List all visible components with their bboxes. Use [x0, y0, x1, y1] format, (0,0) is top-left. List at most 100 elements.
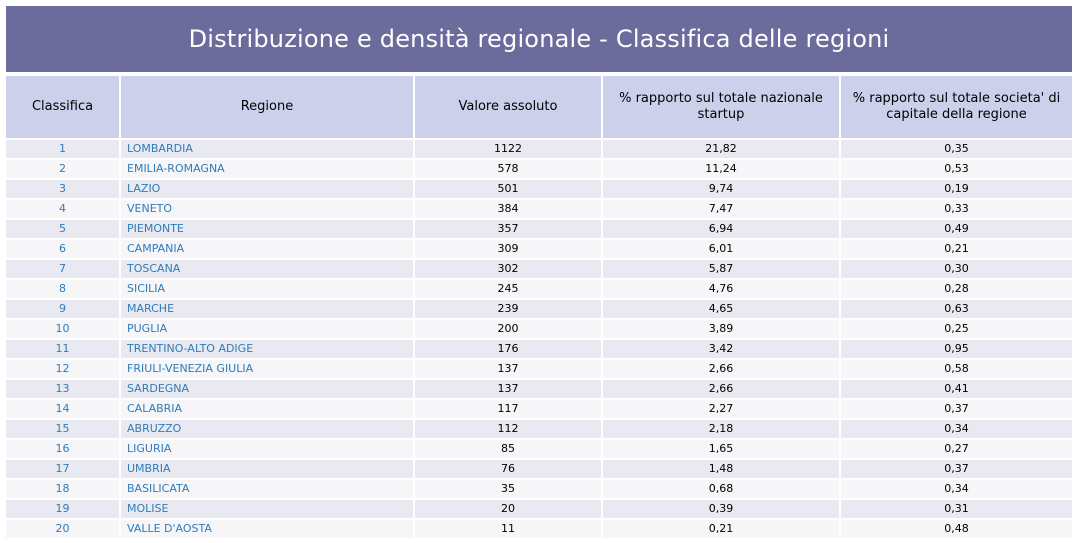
- rank-cell[interactable]: 4: [6, 198, 121, 219]
- regions-ranking-table: Classifica Regione Valore assoluto % rap…: [6, 76, 1072, 538]
- absolute-value-cell: 35: [414, 478, 603, 499]
- region-cell[interactable]: VENETO: [120, 198, 415, 219]
- absolute-value-cell: 245: [414, 278, 603, 299]
- regional-share-cell: 0,49: [840, 218, 1072, 239]
- regional-share-cell: 0,35: [840, 138, 1072, 159]
- absolute-value-cell: 20: [414, 498, 603, 519]
- regional-share-cell: 0,19: [840, 178, 1072, 199]
- national-share-cell: 2,27: [602, 398, 841, 419]
- table-row: 20 VALLE D'AOSTA 11 0,21 0,48: [6, 518, 1072, 538]
- rank-cell[interactable]: 13: [6, 378, 121, 399]
- table-row: 1 LOMBARDIA 1122 21,82 0,35: [6, 138, 1072, 159]
- region-cell[interactable]: LIGURIA: [120, 438, 415, 459]
- national-share-cell: 4,76: [602, 278, 841, 299]
- region-cell[interactable]: MOLISE: [120, 498, 415, 519]
- region-cell[interactable]: ABRUZZO: [120, 418, 415, 439]
- absolute-value-cell: 1122: [414, 138, 603, 159]
- regional-share-cell: 0,28: [840, 278, 1072, 299]
- regional-share-cell: 0,95: [840, 338, 1072, 359]
- table-header: Classifica Regione Valore assoluto % rap…: [6, 76, 1072, 139]
- rank-cell[interactable]: 9: [6, 298, 121, 319]
- region-cell[interactable]: CAMPANIA: [120, 238, 415, 259]
- region-cell[interactable]: CALABRIA: [120, 398, 415, 419]
- absolute-value-cell: 117: [414, 398, 603, 419]
- absolute-value-cell: 239: [414, 298, 603, 319]
- regional-share-cell: 0,34: [840, 418, 1072, 439]
- table-row: 18 BASILICATA 35 0,68 0,34: [6, 478, 1072, 499]
- region-cell[interactable]: EMILIA-ROMAGNA: [120, 158, 415, 179]
- table-row: 11 TRENTINO-ALTO ADIGE 176 3,42 0,95: [6, 338, 1072, 359]
- regional-share-cell: 0,25: [840, 318, 1072, 339]
- region-cell[interactable]: LOMBARDIA: [120, 138, 415, 159]
- table-row: 5 PIEMONTE 357 6,94 0,49: [6, 218, 1072, 239]
- absolute-value-cell: 384: [414, 198, 603, 219]
- region-cell[interactable]: UMBRIA: [120, 458, 415, 479]
- national-share-cell: 0,68: [602, 478, 841, 499]
- region-cell[interactable]: PUGLIA: [120, 318, 415, 339]
- rank-cell[interactable]: 3: [6, 178, 121, 199]
- rank-cell[interactable]: 10: [6, 318, 121, 339]
- regional-share-cell: 0,31: [840, 498, 1072, 519]
- national-share-cell: 9,74: [602, 178, 841, 199]
- absolute-value-cell: 302: [414, 258, 603, 279]
- absolute-value-cell: 357: [414, 218, 603, 239]
- regional-share-cell: 0,21: [840, 238, 1072, 259]
- national-share-cell: 2,66: [602, 358, 841, 379]
- regions-table-container: Classifica Regione Valore assoluto % rap…: [6, 76, 1072, 538]
- rank-cell[interactable]: 6: [6, 238, 121, 259]
- region-cell[interactable]: TOSCANA: [120, 258, 415, 279]
- national-share-cell: 0,39: [602, 498, 841, 519]
- table-row: 4 VENETO 384 7,47 0,33: [6, 198, 1072, 219]
- table-row: 3 LAZIO 501 9,74 0,19: [6, 178, 1072, 199]
- rank-cell[interactable]: 5: [6, 218, 121, 239]
- absolute-value-cell: 578: [414, 158, 603, 179]
- regional-share-cell: 0,63: [840, 298, 1072, 319]
- page-title: Distribuzione e densità regionale - Clas…: [6, 6, 1072, 72]
- regional-share-cell: 0,34: [840, 478, 1072, 499]
- national-share-cell: 3,89: [602, 318, 841, 339]
- rank-cell[interactable]: 16: [6, 438, 121, 459]
- rank-cell[interactable]: 19: [6, 498, 121, 519]
- region-cell[interactable]: SARDEGNA: [120, 378, 415, 399]
- region-cell[interactable]: PIEMONTE: [120, 218, 415, 239]
- table-row: 7 TOSCANA 302 5,87 0,30: [6, 258, 1072, 279]
- rank-cell[interactable]: 11: [6, 338, 121, 359]
- rank-cell[interactable]: 20: [6, 518, 121, 538]
- national-share-cell: 4,65: [602, 298, 841, 319]
- regional-share-cell: 0,48: [840, 518, 1072, 538]
- national-share-cell: 5,87: [602, 258, 841, 279]
- rank-cell[interactable]: 17: [6, 458, 121, 479]
- region-cell[interactable]: FRIULI-VENEZIA GIULIA: [120, 358, 415, 379]
- national-share-cell: 21,82: [602, 138, 841, 159]
- absolute-value-cell: 200: [414, 318, 603, 339]
- absolute-value-cell: 137: [414, 358, 603, 379]
- region-cell[interactable]: VALLE D'AOSTA: [120, 518, 415, 538]
- table-row: 17 UMBRIA 76 1,48 0,37: [6, 458, 1072, 479]
- region-cell[interactable]: LAZIO: [120, 178, 415, 199]
- rank-cell[interactable]: 8: [6, 278, 121, 299]
- rank-cell[interactable]: 15: [6, 418, 121, 439]
- region-cell[interactable]: BASILICATA: [120, 478, 415, 499]
- rank-cell[interactable]: 14: [6, 398, 121, 419]
- region-cell[interactable]: TRENTINO-ALTO ADIGE: [120, 338, 415, 359]
- national-share-cell: 6,94: [602, 218, 841, 239]
- table-row: 9 MARCHE 239 4,65 0,63: [6, 298, 1072, 319]
- rank-cell[interactable]: 18: [6, 478, 121, 499]
- table-row: 14 CALABRIA 117 2,27 0,37: [6, 398, 1072, 419]
- table-row: 10 PUGLIA 200 3,89 0,25: [6, 318, 1072, 339]
- regional-share-cell: 0,30: [840, 258, 1072, 279]
- rank-cell[interactable]: 7: [6, 258, 121, 279]
- absolute-value-cell: 309: [414, 238, 603, 259]
- rank-cell[interactable]: 2: [6, 158, 121, 179]
- national-share-cell: 2,18: [602, 418, 841, 439]
- regional-share-cell: 0,37: [840, 458, 1072, 479]
- region-cell[interactable]: SICILIA: [120, 278, 415, 299]
- absolute-value-cell: 85: [414, 438, 603, 459]
- absolute-value-cell: 112: [414, 418, 603, 439]
- rank-cell[interactable]: 1: [6, 138, 121, 159]
- rank-cell[interactable]: 12: [6, 358, 121, 379]
- national-share-cell: 0,21: [602, 518, 841, 538]
- national-share-cell: 1,65: [602, 438, 841, 459]
- region-cell[interactable]: MARCHE: [120, 298, 415, 319]
- absolute-value-cell: 11: [414, 518, 603, 538]
